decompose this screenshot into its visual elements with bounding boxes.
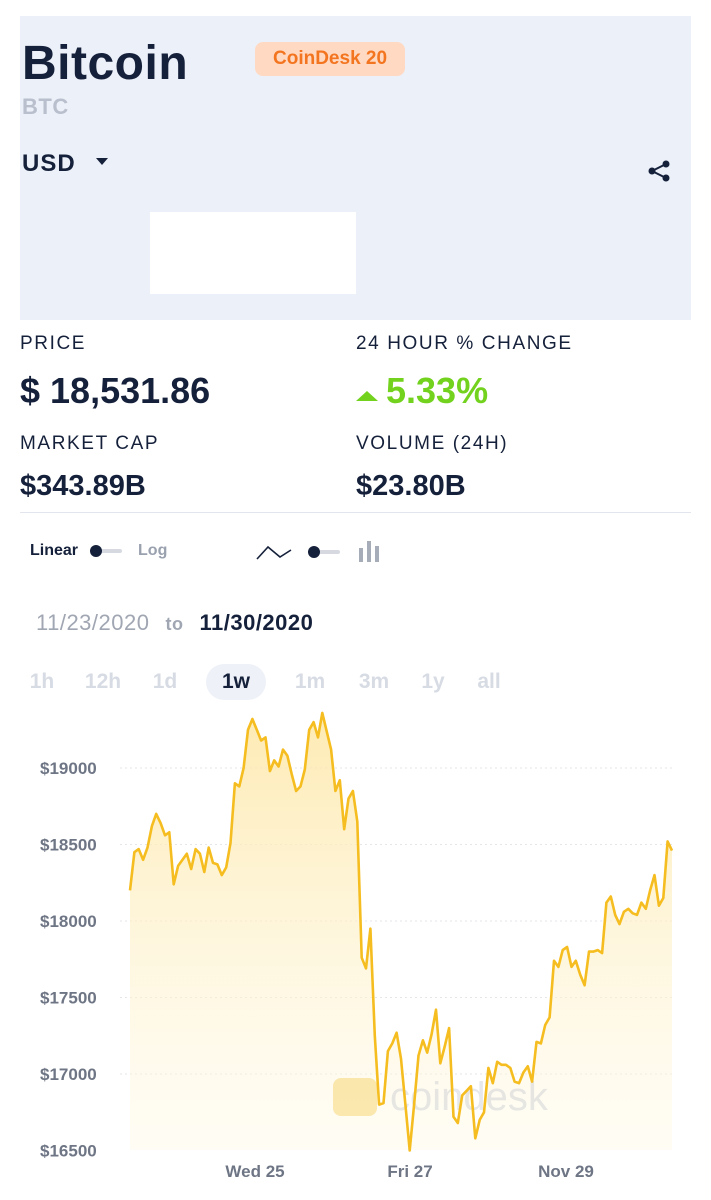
scale-toggle[interactable] <box>90 545 123 557</box>
price-area-fill <box>130 712 672 1151</box>
volume-value: $23.80B <box>356 470 466 502</box>
scale-toggle-row: Linear Log <box>30 542 167 560</box>
coin-header: Bitcoin CoinDesk 20 BTC USD <box>20 16 691 320</box>
price-value: $ 18,531.86 <box>20 370 211 411</box>
volume-label: VOLUME (24H) <box>356 433 509 454</box>
scale-toggle-knob <box>90 545 103 557</box>
share-icon[interactable] <box>647 160 671 182</box>
coindesk-logo-icon <box>333 1078 377 1116</box>
up-arrow-icon <box>356 391 378 401</box>
y-tick-label: $18500 <box>40 836 97 855</box>
coindesk20-badge[interactable]: CoinDesk 20 <box>255 42 406 76</box>
range-1m[interactable]: 1m <box>294 670 326 693</box>
range-1h[interactable]: 1h <box>29 670 55 693</box>
line-layer <box>128 711 674 1152</box>
change-label: 24 HOUR % CHANGE <box>356 333 573 354</box>
currency-label: USD <box>22 150 76 177</box>
x-tick-label: Wed 25 <box>225 1162 284 1181</box>
y-tick-label: $16500 <box>40 1142 97 1161</box>
market-cap-value: $343.89B <box>20 470 146 502</box>
x-tick-label: Nov 29 <box>538 1162 594 1181</box>
price-label: PRICE <box>20 333 87 354</box>
currency-selector[interactable]: USD <box>22 150 108 178</box>
range-1w[interactable]: 1w <box>206 664 266 700</box>
range-all[interactable]: all <box>477 670 501 693</box>
market-cap-label: MARKET CAP <box>20 433 160 454</box>
y-tick-label: $17500 <box>40 989 97 1008</box>
range-12h[interactable]: 12h <box>84 670 122 693</box>
change-value-group: 5.33% <box>356 370 488 412</box>
range-1d[interactable]: 1d <box>152 670 178 693</box>
divider <box>20 512 691 513</box>
x-axis-labels: Wed 25 Fri 27 Nov 29 <box>225 1162 593 1181</box>
caret-down-icon <box>95 157 108 165</box>
y-tick-label: $17000 <box>40 1065 97 1084</box>
candlestick-chart-icon[interactable] <box>358 540 380 564</box>
range-selector: 1h 12h 1d 1w 1m 3m 1y all <box>28 664 528 700</box>
date-range: 11/23/2020 to 11/30/2020 <box>36 610 313 636</box>
price-chart-svg: coindesk $19000$18500$18000$17500$17000$… <box>40 711 674 1181</box>
change-value: 5.33% <box>386 370 489 411</box>
log-option[interactable]: Log <box>138 542 168 559</box>
area-layer <box>130 712 672 1151</box>
chart-type-toggle-knob <box>308 546 320 558</box>
date-to-word: to <box>165 614 184 634</box>
coin-symbol: BTC <box>22 94 69 119</box>
ad-placeholder <box>150 212 356 294</box>
date-to[interactable]: 11/30/2020 <box>199 610 314 635</box>
y-axis-labels: $19000 $18500 $18000 $17500 $17000 $16500 <box>40 759 97 1161</box>
chart-type-toggle-row <box>256 540 380 564</box>
range-3m[interactable]: 3m <box>358 670 390 693</box>
range-1y[interactable]: 1y <box>421 670 445 693</box>
price-line <box>128 711 674 1152</box>
price-chart[interactable]: coindesk $19000 $18500 $18000 $17500 $17000 $… <box>0 700 711 1200</box>
x-tick-label: Fri 27 <box>387 1162 432 1181</box>
linear-option[interactable]: Linear <box>30 542 79 559</box>
y-tick-label: $18000 <box>40 912 97 931</box>
chart-type-toggle[interactable] <box>308 546 340 558</box>
line-chart-icon[interactable] <box>256 541 292 563</box>
date-from[interactable]: 11/23/2020 <box>36 610 150 635</box>
y-tick-label: $19000 <box>40 759 97 778</box>
coin-title: Bitcoin <box>22 37 189 90</box>
